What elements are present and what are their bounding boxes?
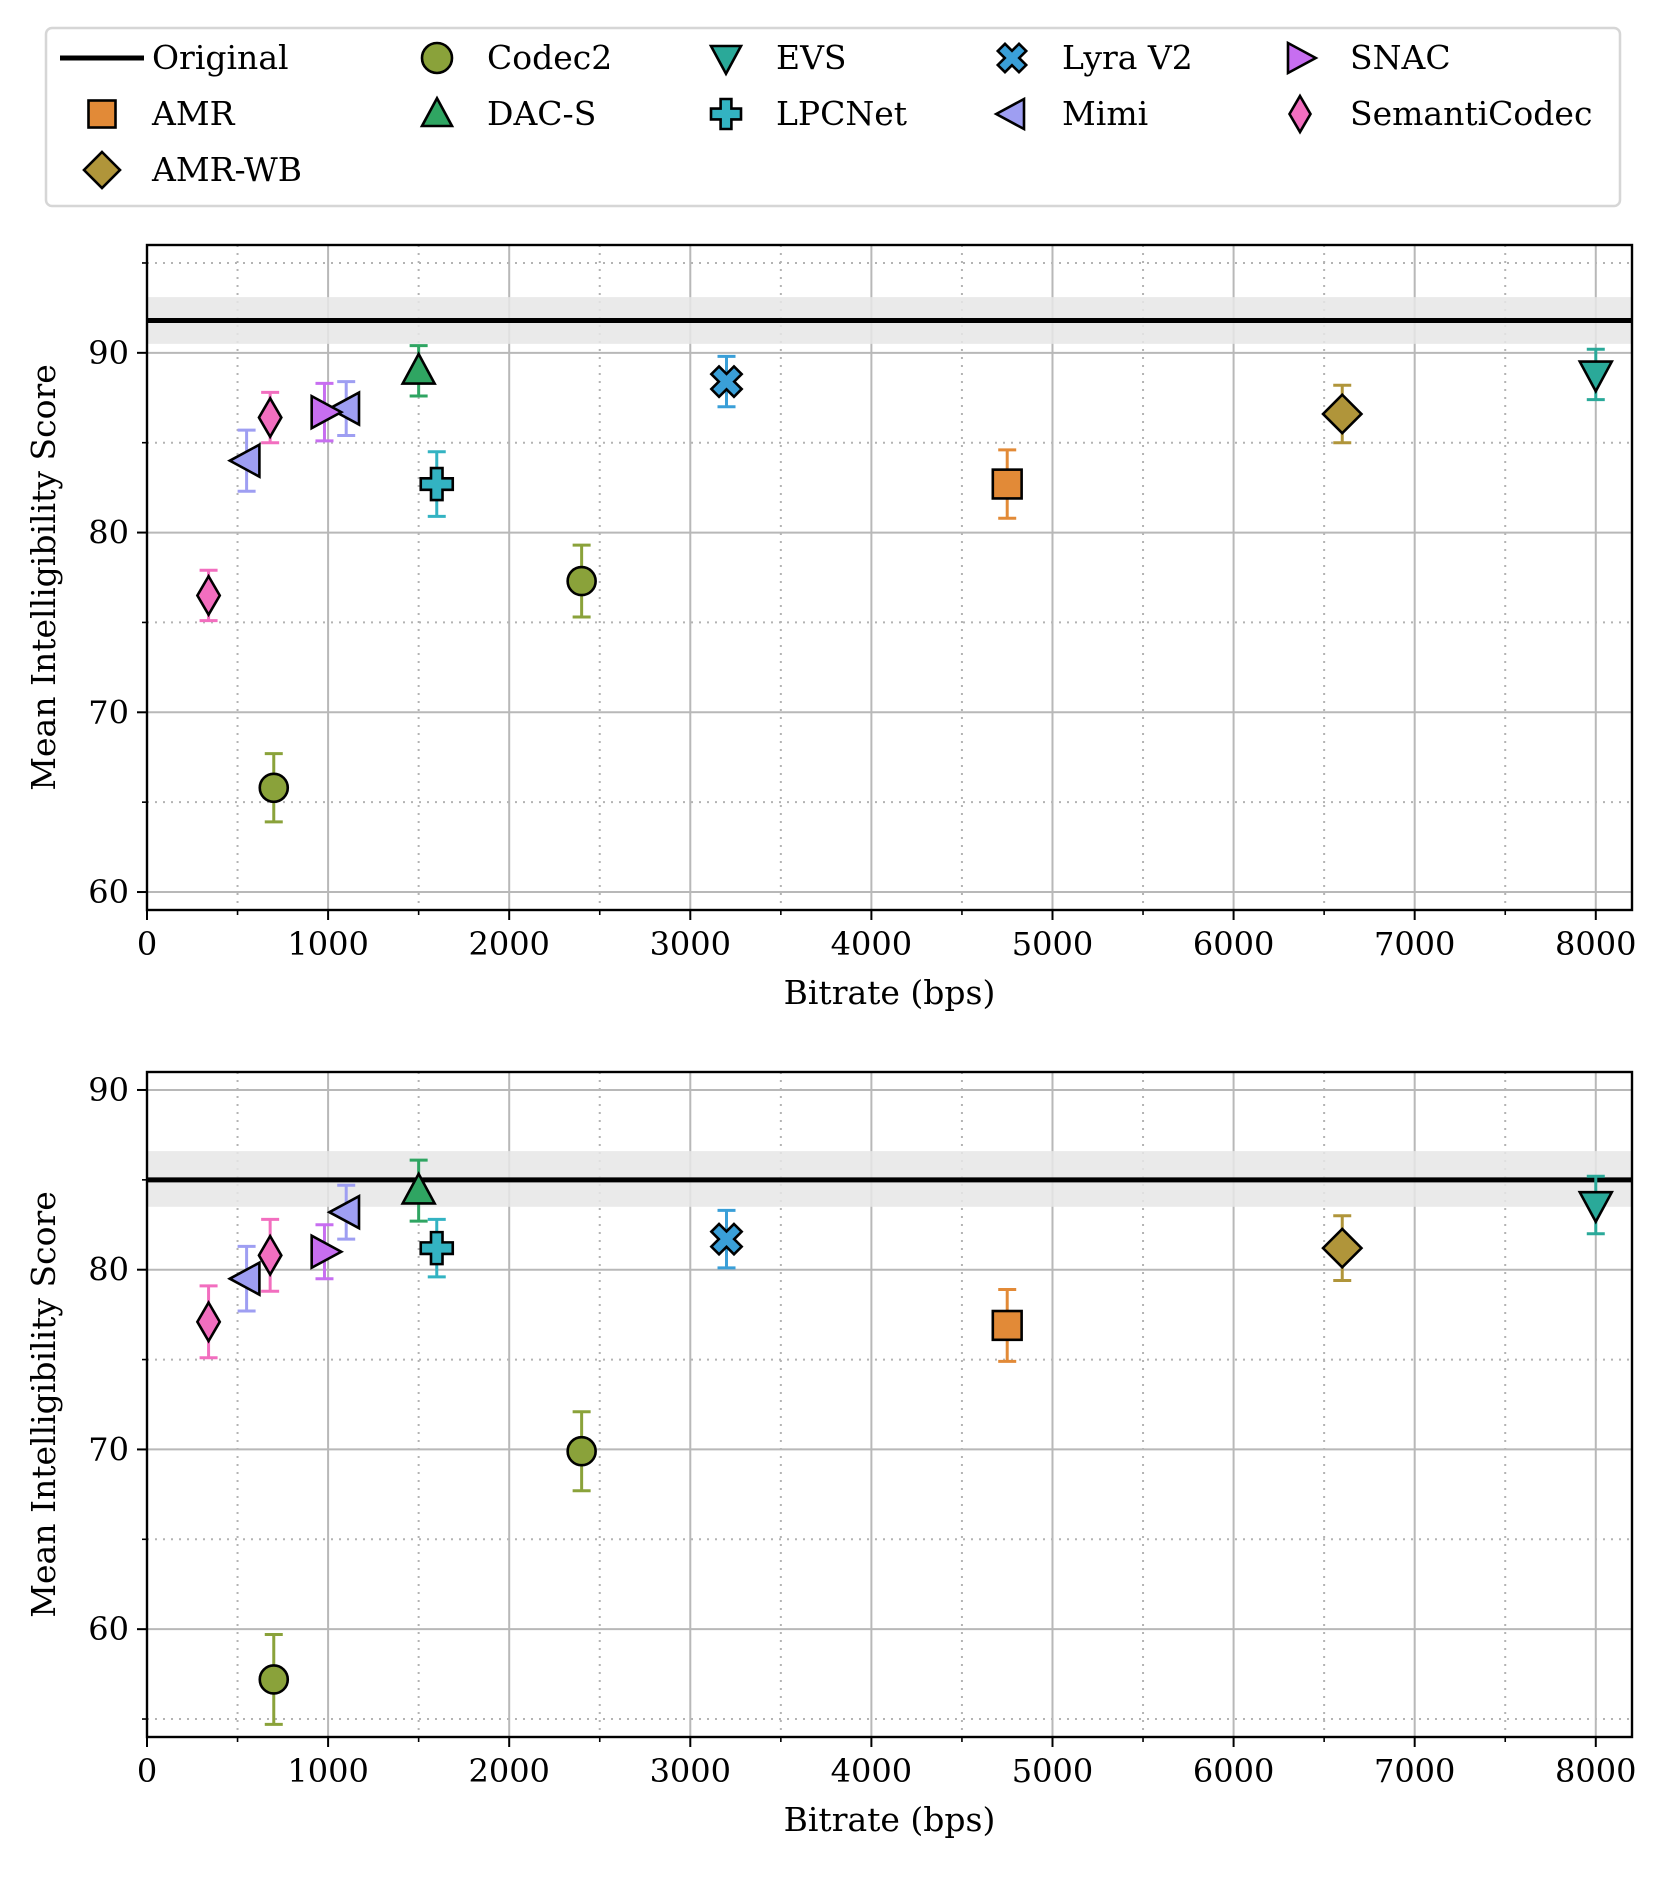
- point-lyra-v2: [709, 1222, 744, 1257]
- legend-label: Lyra V2: [1062, 38, 1193, 77]
- x-tick-label: 6000: [1193, 1752, 1274, 1790]
- y-tick-label: 60: [88, 873, 129, 911]
- legend-item-original: Original: [60, 38, 289, 77]
- point-lyra-v2: [709, 364, 744, 399]
- x-axis-label: Bitrate (bps): [784, 973, 996, 1012]
- legend-item-codec2: Codec2: [420, 38, 612, 77]
- point-mimi: [227, 442, 261, 479]
- point-snac: [310, 1233, 345, 1270]
- legend-item-lyra-v2: Lyra V2: [995, 38, 1193, 77]
- y-tick-label: 90: [88, 1071, 129, 1109]
- legend-marker-codec2: [420, 41, 454, 75]
- point-mimi: [227, 1260, 261, 1297]
- y-tick-label: 80: [88, 514, 129, 552]
- legend-label: EVS: [776, 38, 847, 77]
- chart-top: 0 1000 2000 3000 4000 5000 6000 7000 8000 60 70 80 9…: [24, 243, 1636, 1012]
- x-tick-label: 6000: [1193, 925, 1274, 963]
- legend-marker-lpcnet: [709, 97, 743, 131]
- point-mimi: [326, 1194, 361, 1231]
- legend: Original Codec2 EVS Lyra V2 SNAC AMR DAC-S LPCN…: [44, 26, 1622, 208]
- legend-marker-semanticodec: [1287, 93, 1313, 135]
- legend-item-snac: SNAC: [1286, 38, 1451, 77]
- point-codec2: [258, 1664, 290, 1695]
- y-tick-label: 70: [88, 1430, 129, 1468]
- legend-label: AMR: [151, 94, 236, 133]
- point-codec2: [258, 772, 290, 804]
- x-tick-label: 0: [137, 925, 157, 963]
- x-tick-label: 4000: [831, 1752, 912, 1790]
- x-axis-label: Bitrate (bps): [784, 1800, 996, 1839]
- y-axis-label: Mean Intelligibility Score: [24, 1191, 63, 1618]
- point-evs: [1577, 1190, 1614, 1225]
- point-evs: [1577, 360, 1614, 394]
- legend-label: Codec2: [487, 38, 612, 77]
- point-lpcnet: [419, 1230, 455, 1266]
- legend-item-semanticodec: SemantiCodec: [1287, 93, 1592, 135]
- legend-item-amr-wb: AMR-WB: [82, 150, 302, 190]
- x-tick-label: 7000: [1374, 925, 1455, 963]
- legend-marker-snac: [1286, 40, 1319, 76]
- legend-marker-mimi: [993, 96, 1026, 132]
- x-tick-label: 3000: [650, 1752, 731, 1790]
- x-tick-label: 2000: [468, 925, 549, 963]
- x-tick-label: 3000: [650, 925, 731, 963]
- point-amr-wb: [1321, 392, 1364, 435]
- chart-bottom: 0 1000 2000 3000 4000 5000 6000 7000 8000 60 70 80 9…: [24, 1070, 1636, 1839]
- y-axis-label: Mean Intelligibility Score: [24, 364, 63, 791]
- y-tick-label: 60: [88, 1610, 129, 1648]
- point-semanticodec: [195, 1300, 222, 1344]
- legend-marker-lyra-v2: [995, 41, 1029, 75]
- y-tick-label: 90: [88, 334, 129, 372]
- legend-label: SNAC: [1350, 38, 1451, 77]
- point-codec2: [566, 565, 597, 597]
- point-codec2: [566, 1435, 597, 1467]
- point-semanticodec: [195, 573, 222, 618]
- point-mimi: [326, 390, 361, 427]
- x-tick-label: 4000: [831, 925, 912, 963]
- point-amr: [991, 468, 1023, 500]
- legend-label: SemantiCodec: [1350, 94, 1592, 133]
- point-dac-s: [400, 351, 437, 385]
- legend-marker-amr-wb: [82, 150, 122, 190]
- x-tick-label: 8000: [1555, 925, 1636, 963]
- plot-frame: [145, 243, 1634, 912]
- x-tick-label: 2000: [468, 1752, 549, 1790]
- x-tick-label: 1000: [287, 925, 368, 963]
- legend-label: DAC-S: [487, 94, 596, 133]
- point-snac: [310, 393, 345, 431]
- point-amr-wb: [1321, 1227, 1364, 1270]
- point-semanticodec: [257, 1233, 283, 1278]
- x-tick-label: 8000: [1555, 1752, 1636, 1790]
- point-dac-s: [400, 1171, 437, 1205]
- point-semanticodec: [257, 395, 283, 440]
- legend-item-lpcnet: LPCNet: [709, 94, 907, 133]
- legend-marker-dac-s: [419, 95, 455, 128]
- legend-item-mimi: Mimi: [993, 94, 1148, 133]
- legend-item-dac-s: DAC-S: [419, 94, 596, 133]
- legend-label: Mimi: [1062, 94, 1148, 133]
- legend-marker-evs: [708, 44, 744, 77]
- legend-marker-amr: [87, 99, 117, 129]
- legend-label: LPCNet: [776, 94, 907, 133]
- legend-label: AMR-WB: [151, 150, 302, 189]
- x-tick-label: 5000: [1012, 1752, 1093, 1790]
- point-amr: [991, 1309, 1023, 1342]
- y-tick-label: 70: [88, 693, 129, 731]
- legend-label: Original: [152, 38, 289, 77]
- x-tick-label: 7000: [1374, 1752, 1455, 1790]
- x-tick-label: 5000: [1012, 925, 1093, 963]
- legend-item-evs: EVS: [708, 38, 847, 77]
- x-tick-label: 0: [137, 1752, 157, 1790]
- plot-frame: [145, 1070, 1634, 1739]
- legend-item-amr: AMR: [87, 94, 236, 133]
- point-lpcnet: [419, 466, 455, 502]
- y-tick-label: 80: [88, 1251, 129, 1289]
- x-tick-label: 1000: [287, 1752, 368, 1790]
